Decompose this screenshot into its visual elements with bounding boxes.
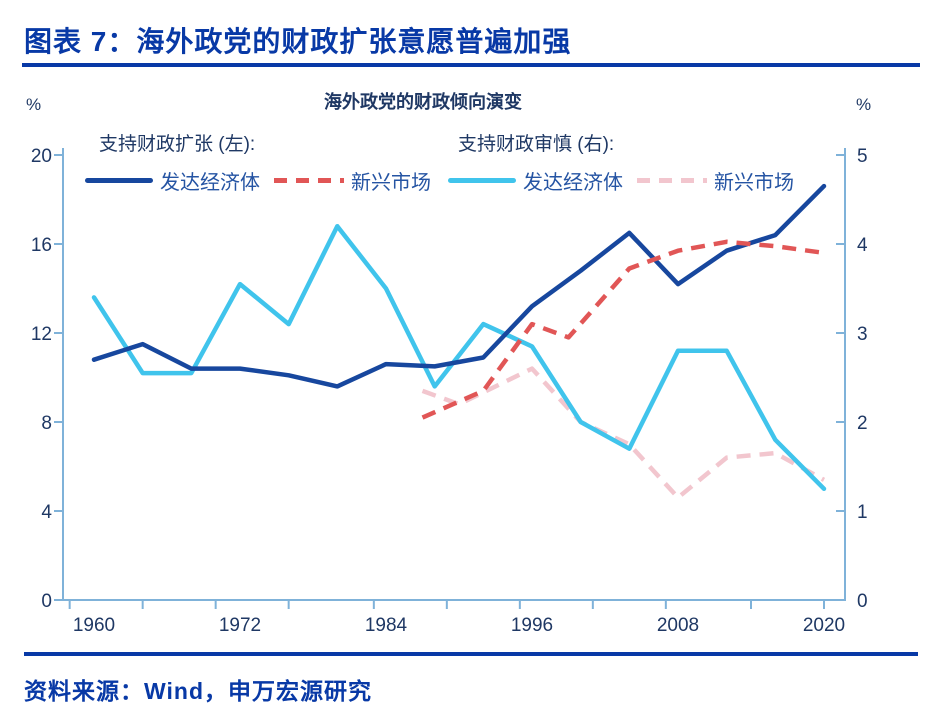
legend-item-label: 新兴市场 — [351, 171, 431, 194]
chart-title: 海外政党的财政倾向演变 — [324, 92, 522, 112]
header-divider — [22, 63, 920, 67]
series-line-solid — [91, 223, 827, 492]
figure-title: 图表 7：海外政党的财政扩张意愿普遍加强 — [24, 26, 572, 57]
right-axis-tick-label: 4 — [857, 235, 868, 256]
source-text: 资料来源：Wind，申万宏源研究 — [24, 678, 372, 704]
left-axis-tick-label: 8 — [41, 413, 52, 434]
x-axis-tick-label: 2020 — [803, 615, 845, 636]
solid-line-swatch-icon — [448, 177, 516, 183]
footer-divider — [24, 652, 918, 656]
legend-item-label: 新兴市场 — [714, 171, 794, 194]
legend-item-label: 发达经济体 — [160, 171, 260, 194]
dashed-line-swatch-icon — [274, 177, 344, 183]
series-line-solid — [91, 183, 827, 389]
series-line-dashed — [421, 239, 825, 420]
x-axis-tick-label: 1984 — [365, 615, 408, 636]
right-axis-tick-label: 3 — [857, 324, 868, 345]
legend-row-prudence: 发达经济体 新兴市场 — [448, 166, 808, 194]
right-axis-tick-label: 1 — [857, 502, 868, 523]
series-line-dashed — [421, 366, 826, 500]
right-axis-tick-label: 2 — [857, 413, 868, 434]
left-axis-tick-label: 12 — [31, 324, 52, 345]
right-axis-tick-label: 5 — [857, 146, 868, 167]
legend-item-label: 发达经济体 — [523, 171, 623, 194]
left-axis-tick-label: 20 — [31, 146, 52, 167]
right-axis-tick-label: 0 — [857, 591, 868, 612]
legend-row-expansion: 发达经济体 新兴市场 — [85, 166, 445, 194]
x-axis-tick-label: 1972 — [219, 615, 261, 636]
x-axis-tick-label: 1960 — [73, 615, 115, 636]
legend-group-title-expansion: 支持财政扩张 (左): — [99, 134, 256, 155]
legend-group-title-prudence: 支持财政审慎 (右): — [458, 134, 615, 155]
left-axis-tick-label: 16 — [31, 235, 52, 256]
right-axis-unit-label: % — [856, 95, 872, 114]
dashed-line-swatch-icon — [637, 177, 707, 183]
axis-frame — [62, 148, 846, 601]
left-axis-tick-label: 0 — [41, 591, 52, 612]
left-axis-tick-label: 4 — [41, 502, 52, 523]
x-axis-tick-label: 2008 — [657, 615, 699, 636]
solid-line-swatch-icon — [85, 177, 153, 183]
left-axis-unit-label: % — [26, 95, 42, 114]
x-axis-tick-label: 1996 — [511, 615, 553, 636]
